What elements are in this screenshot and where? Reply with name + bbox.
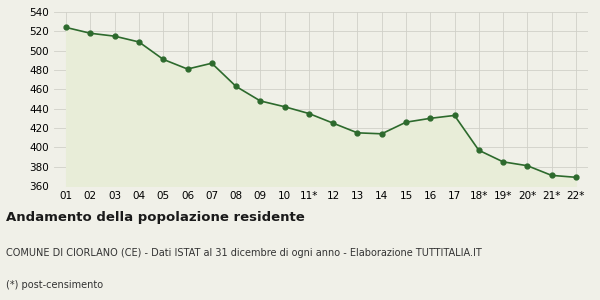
Text: Andamento della popolazione residente: Andamento della popolazione residente [6,212,305,224]
Text: COMUNE DI CIORLANO (CE) - Dati ISTAT al 31 dicembre di ogni anno - Elaborazione : COMUNE DI CIORLANO (CE) - Dati ISTAT al … [6,248,482,257]
Text: (*) post-censimento: (*) post-censimento [6,280,103,290]
